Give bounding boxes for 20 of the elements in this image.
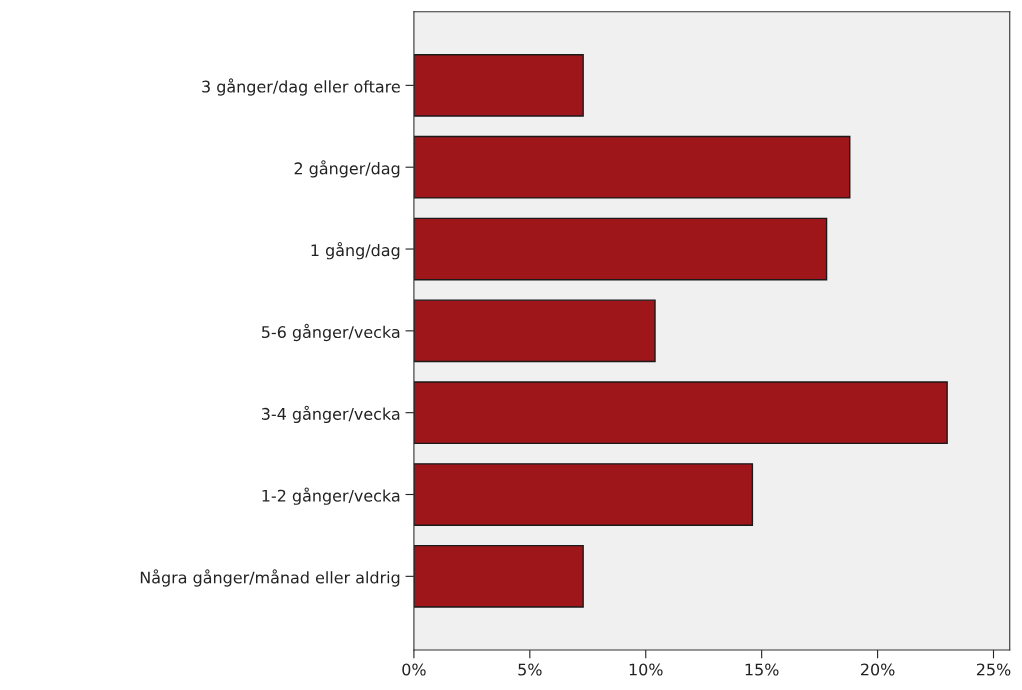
y-tick-label: 1-2 gånger/vecka	[262, 487, 400, 505]
x-tick-label: 15%	[745, 663, 779, 676]
bar	[413, 217, 828, 281]
x-tick-label: 20%	[861, 663, 895, 676]
x-tick-label: 10%	[629, 663, 663, 676]
y-tick-label: Några gånger/månad eller aldrig	[140, 569, 400, 587]
bar	[413, 299, 656, 363]
x-tick-label: 5%	[518, 663, 542, 676]
y-tick-label: 1 gång/dag	[311, 242, 400, 260]
y-tick-label: 5-6 gånger/vecka	[262, 323, 400, 342]
x-tick-label: 25%	[976, 663, 1011, 676]
y-tick-label: 3-4 gånger/vecka	[261, 405, 400, 424]
bar	[413, 381, 948, 445]
y-tick-label: 2 gånger/dag	[294, 160, 400, 178]
bar	[413, 544, 584, 608]
bar	[413, 463, 754, 526]
y-tick-label: 3 gånger/dag eller oftare	[202, 78, 400, 96]
bar	[413, 135, 851, 199]
x-tick-label: 0%	[402, 663, 426, 676]
bar	[413, 53, 584, 117]
